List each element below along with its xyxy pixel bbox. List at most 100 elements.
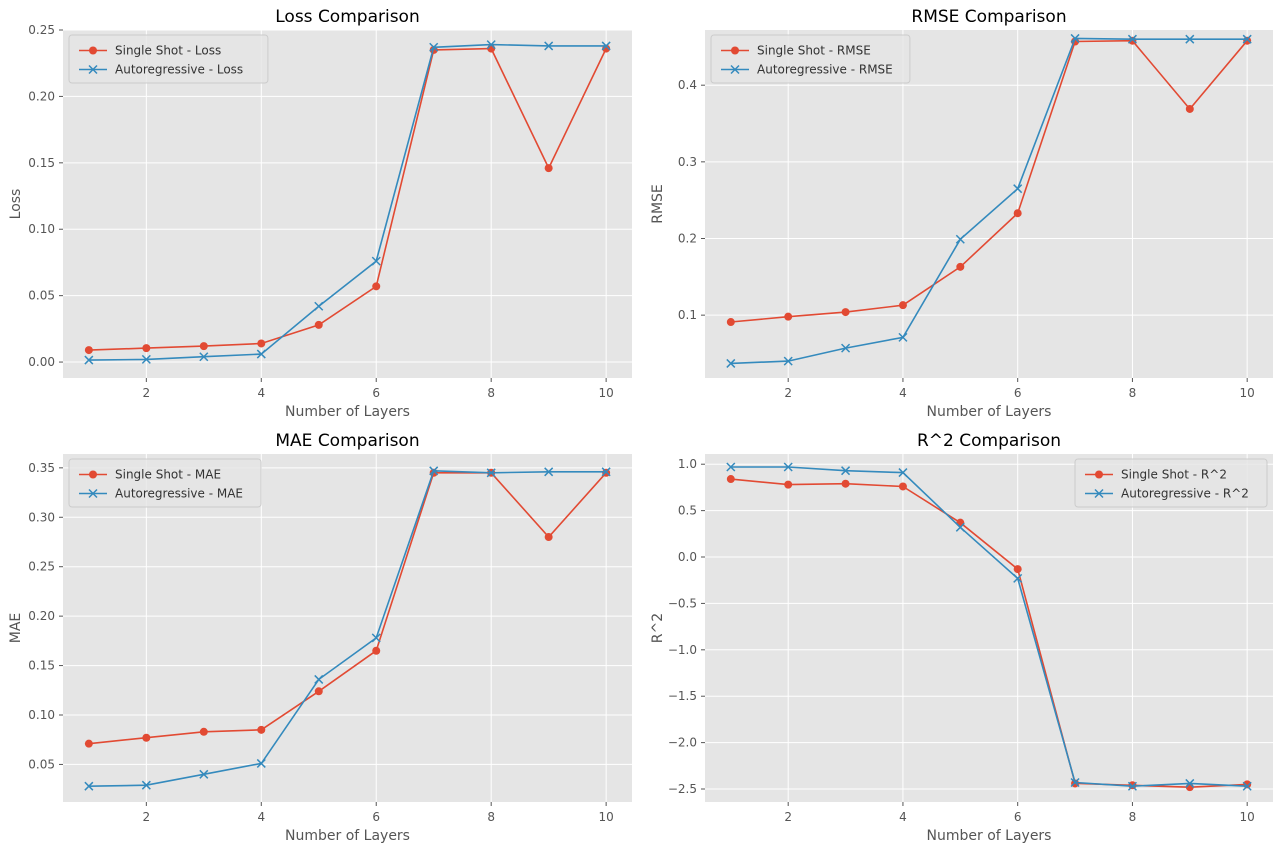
- x-tick-label: 4: [257, 386, 265, 400]
- data-point: [784, 312, 793, 321]
- y-tick-label: 0.1: [678, 308, 697, 322]
- legend-box: [68, 34, 269, 84]
- series-line: [88, 47, 607, 351]
- data-point: [726, 358, 736, 368]
- x-axis-label: Number of Layers: [285, 404, 410, 420]
- data-point: [199, 352, 209, 362]
- data-point: [84, 781, 94, 791]
- data-point: [1127, 34, 1137, 44]
- y-tick-label: 0.05: [28, 289, 55, 303]
- series-2: [726, 33, 1252, 368]
- data-point: [898, 482, 907, 491]
- data-point: [84, 739, 93, 748]
- series-line: [730, 37, 1248, 365]
- data-point: [314, 687, 323, 696]
- series-line: [88, 43, 607, 361]
- data-point: [84, 355, 94, 365]
- series-2: [84, 466, 611, 791]
- data-point: [1070, 33, 1080, 43]
- series-1: [726, 36, 1252, 327]
- data-point: [544, 41, 554, 51]
- data-point: [256, 349, 266, 359]
- data-point: [1127, 781, 1137, 791]
- x-tick-label: 8: [1129, 810, 1137, 824]
- y-axis-label: MAE: [8, 613, 24, 644]
- data-point: [1242, 781, 1252, 791]
- x-tick-label: 6: [372, 810, 380, 824]
- plot-area: [705, 30, 1273, 378]
- data-point: [314, 301, 324, 311]
- data-point: [544, 164, 553, 173]
- plot-area: [705, 454, 1273, 802]
- series-line: [730, 39, 1248, 323]
- data-point: [1242, 34, 1252, 44]
- y-tick-label: 0.05: [28, 757, 55, 771]
- y-tick-label: 0.5: [678, 504, 697, 518]
- y-axis-label: Loss: [8, 189, 24, 220]
- data-point: [726, 318, 735, 327]
- chart-panel-3: 2 4 6 8 10 0.05 0.10 0.15 0.20 0.25 0.30 0.35 MAE Co…: [8, 431, 632, 844]
- series-2: [726, 462, 1252, 791]
- y-tick-label: −2.5: [668, 782, 697, 796]
- y-tick-label: 0.10: [28, 708, 55, 722]
- data-point: [429, 42, 439, 52]
- y-axis-label: RMSE: [650, 184, 666, 224]
- data-point: [371, 256, 381, 266]
- data-point: [726, 462, 736, 472]
- x-axis-label: Number of Layers: [927, 828, 1052, 844]
- data-point: [1070, 777, 1080, 788]
- y-tick-label: 0.35: [28, 461, 55, 475]
- legend: Single Shot - R^2 Autoregressive - R^2: [1074, 458, 1268, 508]
- legend-label: Autoregressive - RMSE: [757, 63, 893, 77]
- x-tick-label: 6: [1014, 386, 1022, 400]
- data-point: [1013, 209, 1022, 218]
- data-point: [898, 468, 908, 478]
- y-tick-label: 0.20: [28, 89, 55, 103]
- data-point: [783, 462, 793, 472]
- chart-panel-1: 2 4 6 8 10 0.00 0.05 0.10 0.15 0.20 0.25 Loss Compa…: [8, 7, 632, 420]
- y-tick-label: 1.0: [678, 457, 697, 471]
- data-point: [141, 354, 151, 364]
- data-point: [1128, 36, 1137, 45]
- data-point: [84, 346, 93, 355]
- data-point: [841, 308, 850, 317]
- data-point: [1185, 104, 1194, 113]
- data-point: [487, 44, 496, 53]
- legend-marker: [1095, 470, 1103, 479]
- series-line: [730, 466, 1248, 788]
- y-axis-label: R^2: [650, 613, 666, 643]
- data-point: [1185, 34, 1195, 44]
- x-tick-label: 2: [784, 386, 792, 400]
- x-tick-label: 6: [1014, 810, 1022, 824]
- y-tick-label: 0.25: [28, 23, 55, 37]
- legend: Single Shot - Loss Autoregressive - Loss: [68, 34, 269, 84]
- y-tick-label: 0.15: [28, 659, 55, 673]
- data-point: [1013, 573, 1023, 583]
- x-tick-label: 10: [1240, 810, 1255, 824]
- data-point: [141, 780, 151, 790]
- data-point: [841, 479, 850, 488]
- y-tick-label: 0.00: [28, 355, 55, 369]
- legend-label: Autoregressive - MAE: [115, 487, 243, 501]
- legend-marker: [89, 46, 97, 55]
- legend-label: Autoregressive - R^2: [1121, 487, 1249, 501]
- legend: Single Shot - RMSE Autoregressive - RMSE: [710, 34, 911, 84]
- legend-label: Autoregressive - Loss: [115, 63, 243, 77]
- data-point: [199, 727, 208, 736]
- x-tick-label: 4: [899, 810, 907, 824]
- legend-label: Single Shot - Loss: [115, 44, 221, 58]
- data-point: [372, 646, 381, 655]
- legend-marker: [88, 64, 98, 75]
- data-point: [1185, 778, 1195, 788]
- x-tick-label: 2: [784, 810, 792, 824]
- data-point: [841, 343, 851, 353]
- plot-area: [63, 30, 632, 378]
- data-point: [142, 733, 151, 742]
- x-tick-label: 4: [899, 386, 907, 400]
- x-tick-label: 2: [143, 810, 151, 824]
- data-point: [257, 725, 266, 734]
- y-tick-label: 0.10: [28, 222, 55, 236]
- y-tick-label: −1.5: [668, 689, 697, 703]
- data-point: [314, 320, 323, 329]
